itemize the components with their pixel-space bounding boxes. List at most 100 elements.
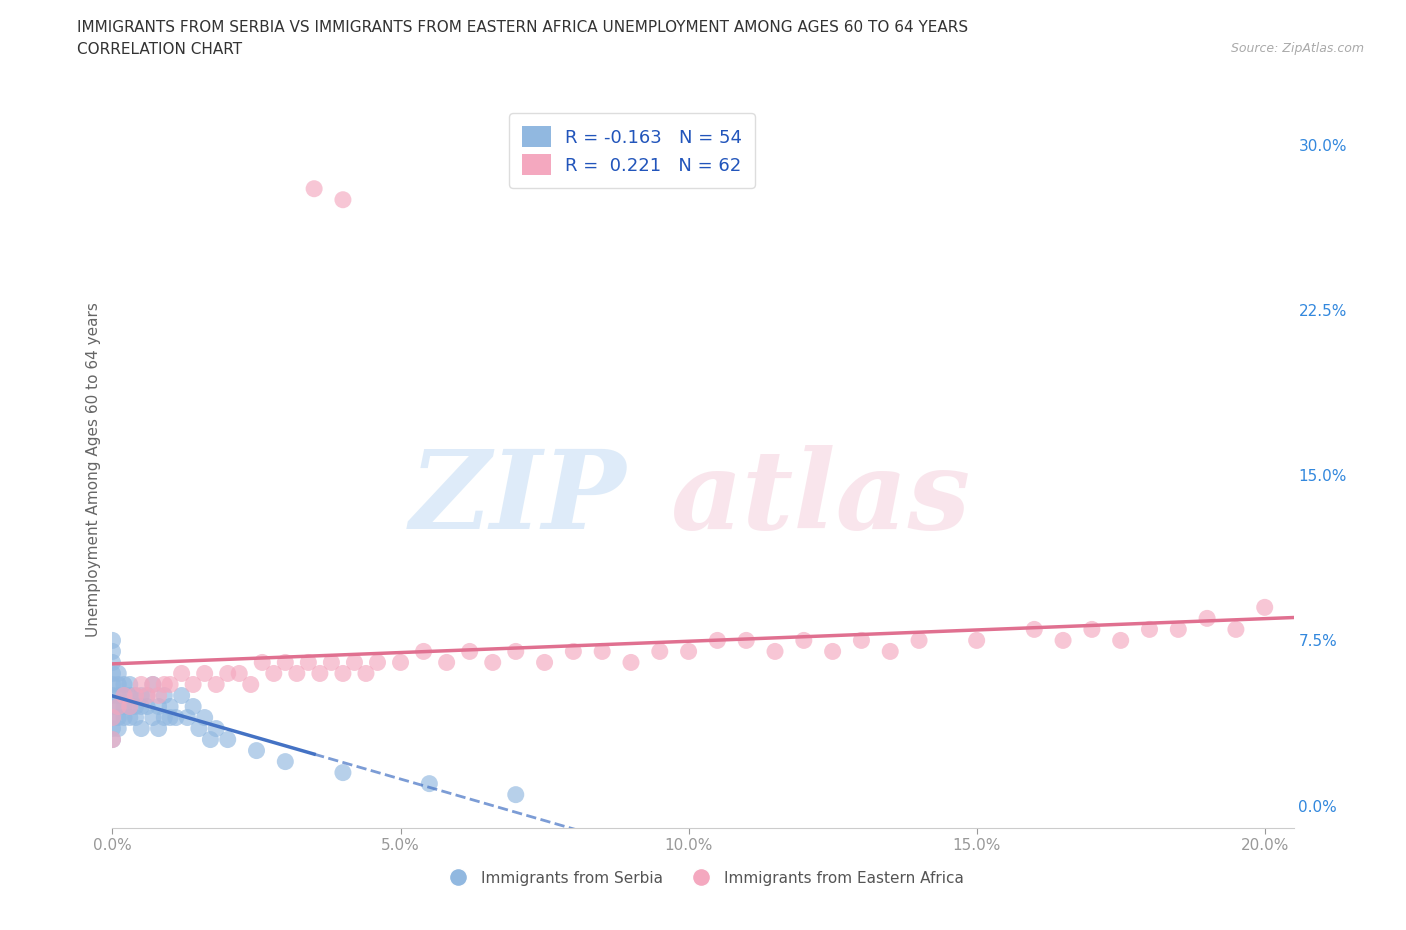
Point	[107, 688, 129, 703]
Point	[1167, 622, 1189, 637]
Legend: Immigrants from Serbia, Immigrants from Eastern Africa: Immigrants from Serbia, Immigrants from …	[436, 865, 970, 892]
Point	[354, 666, 377, 681]
Point	[107, 699, 129, 714]
Point	[821, 644, 844, 658]
Point	[505, 644, 527, 658]
Point	[200, 732, 222, 747]
Point	[101, 711, 124, 725]
Point	[101, 677, 124, 692]
Point	[297, 655, 319, 670]
Point	[562, 644, 585, 658]
Point	[124, 688, 146, 703]
Point	[136, 688, 159, 703]
Point	[205, 721, 228, 736]
Y-axis label: Unemployment Among Ages 60 to 64 years: Unemployment Among Ages 60 to 64 years	[86, 302, 101, 637]
Point	[252, 655, 274, 670]
Point	[706, 633, 728, 648]
Point	[124, 688, 146, 703]
Point	[112, 699, 135, 714]
Point	[124, 699, 146, 714]
Point	[153, 677, 176, 692]
Point	[366, 655, 388, 670]
Point	[107, 677, 129, 692]
Point	[129, 688, 152, 703]
Point	[142, 677, 165, 692]
Point	[118, 677, 141, 692]
Point	[153, 711, 176, 725]
Point	[263, 666, 285, 681]
Point	[648, 644, 671, 658]
Point	[118, 699, 141, 714]
Point	[217, 732, 239, 747]
Point	[1139, 622, 1161, 637]
Point	[285, 666, 308, 681]
Point	[591, 644, 613, 658]
Point	[332, 765, 354, 780]
Point	[966, 633, 988, 648]
Point	[118, 711, 141, 725]
Point	[332, 666, 354, 681]
Point	[418, 777, 440, 791]
Point	[181, 699, 204, 714]
Point	[118, 699, 141, 714]
Point	[101, 666, 124, 681]
Point	[159, 711, 181, 725]
Point	[170, 688, 193, 703]
Point	[112, 688, 135, 703]
Point	[136, 688, 159, 703]
Point	[245, 743, 267, 758]
Point	[129, 699, 152, 714]
Point	[101, 655, 124, 670]
Point	[101, 688, 124, 703]
Point	[159, 699, 181, 714]
Point	[148, 699, 170, 714]
Point	[458, 644, 481, 658]
Point	[321, 655, 343, 670]
Point	[239, 677, 262, 692]
Point	[101, 732, 124, 747]
Point	[274, 754, 297, 769]
Point	[148, 721, 170, 736]
Point	[181, 677, 204, 692]
Text: CORRELATION CHART: CORRELATION CHART	[77, 42, 242, 57]
Point	[1081, 622, 1104, 637]
Point	[763, 644, 786, 658]
Point	[112, 711, 135, 725]
Point	[129, 721, 152, 736]
Point	[332, 193, 354, 207]
Point	[142, 711, 165, 725]
Point	[678, 644, 700, 658]
Point	[481, 655, 503, 670]
Point	[908, 633, 931, 648]
Point	[118, 688, 141, 703]
Point	[851, 633, 873, 648]
Point	[735, 633, 758, 648]
Point	[165, 711, 187, 725]
Point	[112, 688, 135, 703]
Point	[101, 644, 124, 658]
Point	[228, 666, 250, 681]
Point	[136, 699, 159, 714]
Point	[101, 633, 124, 648]
Point	[107, 666, 129, 681]
Point	[1254, 600, 1277, 615]
Point	[412, 644, 434, 658]
Point	[1197, 611, 1219, 626]
Point	[389, 655, 412, 670]
Point	[107, 711, 129, 725]
Point	[205, 677, 228, 692]
Point	[112, 677, 135, 692]
Point	[1024, 622, 1046, 637]
Point	[436, 655, 458, 670]
Point	[309, 666, 332, 681]
Point	[159, 677, 181, 692]
Point	[1052, 633, 1074, 648]
Point	[124, 711, 146, 725]
Point	[170, 666, 193, 681]
Point	[533, 655, 555, 670]
Point	[505, 787, 527, 802]
Point	[101, 732, 124, 747]
Point	[302, 181, 325, 196]
Text: IMMIGRANTS FROM SERBIA VS IMMIGRANTS FROM EASTERN AFRICA UNEMPLOYMENT AMONG AGES: IMMIGRANTS FROM SERBIA VS IMMIGRANTS FRO…	[77, 20, 969, 35]
Point	[217, 666, 239, 681]
